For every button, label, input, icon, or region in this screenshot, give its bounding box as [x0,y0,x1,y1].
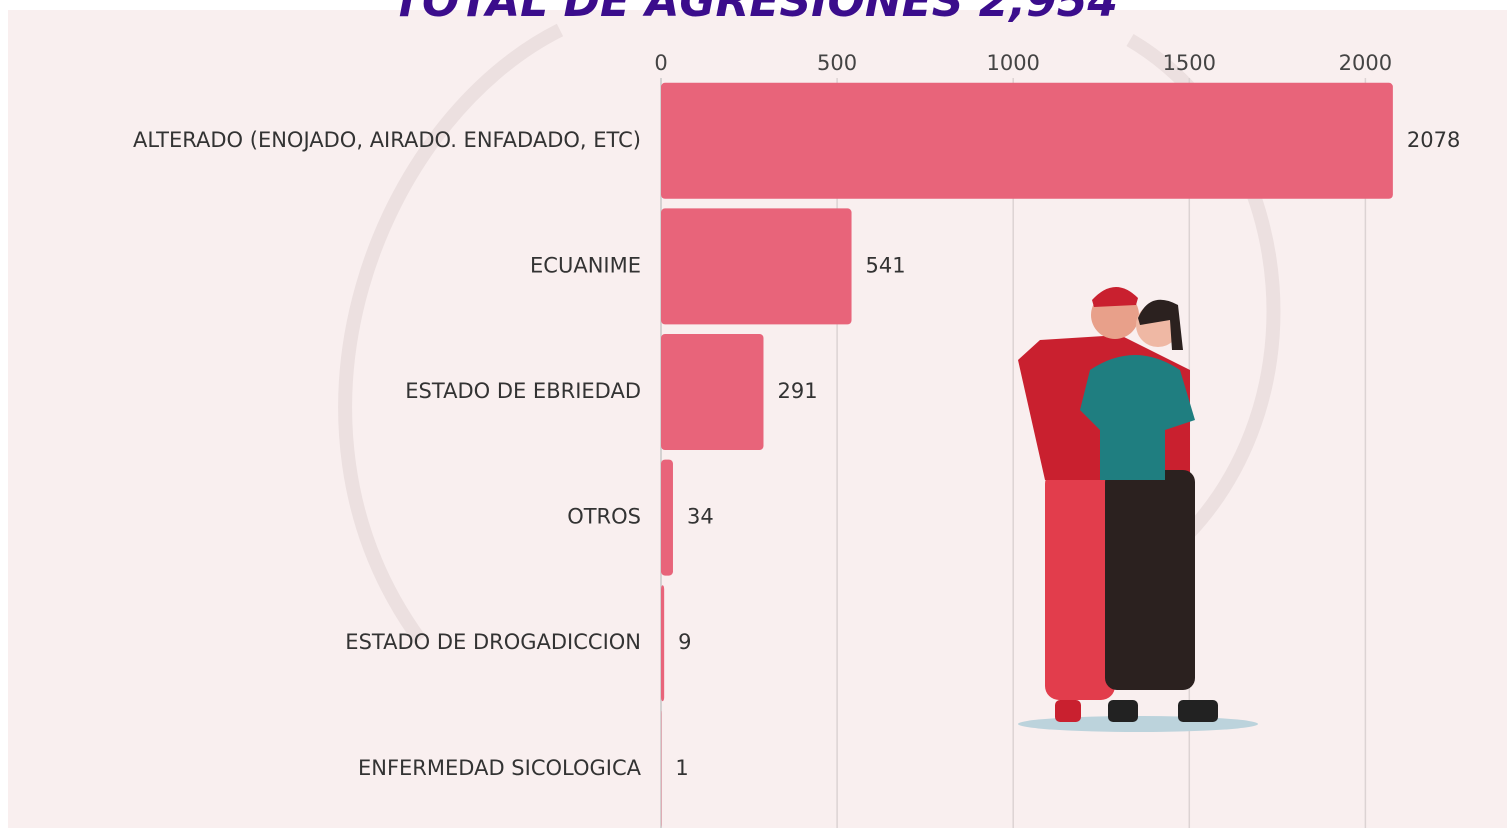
x-tick-label: 1500 [1163,51,1216,75]
x-tick-label: 2000 [1339,51,1392,75]
bar [661,208,852,324]
bar [661,585,664,701]
value-label: 2078 [1407,128,1460,152]
bar [661,83,1393,199]
x-tick-label: 500 [817,51,857,75]
y-tick-label: ALTERADO (ENOJADO, AIRADO. ENFADADO, ETC… [133,128,641,152]
x-tick-label: 1000 [986,51,1039,75]
y-tick-label: ENFERMEDAD SICOLOGICA [358,756,642,780]
value-label: 1 [675,756,688,780]
y-tick-label: OTROS [567,505,641,529]
bar [661,334,763,450]
y-tick-label: ESTADO DE EBRIEDAD [405,379,641,403]
value-label: 541 [866,253,906,277]
value-label: 291 [777,379,817,403]
value-label: 34 [687,505,714,529]
value-label: 9 [678,630,691,654]
x-tick-label: 0 [654,51,667,75]
y-tick-label: ESTADO DE DROGADICCION [345,630,641,654]
chart-title: TOTAL DE AGRESIONES 2,954 [392,0,1118,27]
bar [661,460,673,576]
y-tick-label: ECUANIME [530,253,641,277]
chart: TOTAL DE AGRESIONES 2,954 0 500 1000 1500 20… [0,0,1507,828]
